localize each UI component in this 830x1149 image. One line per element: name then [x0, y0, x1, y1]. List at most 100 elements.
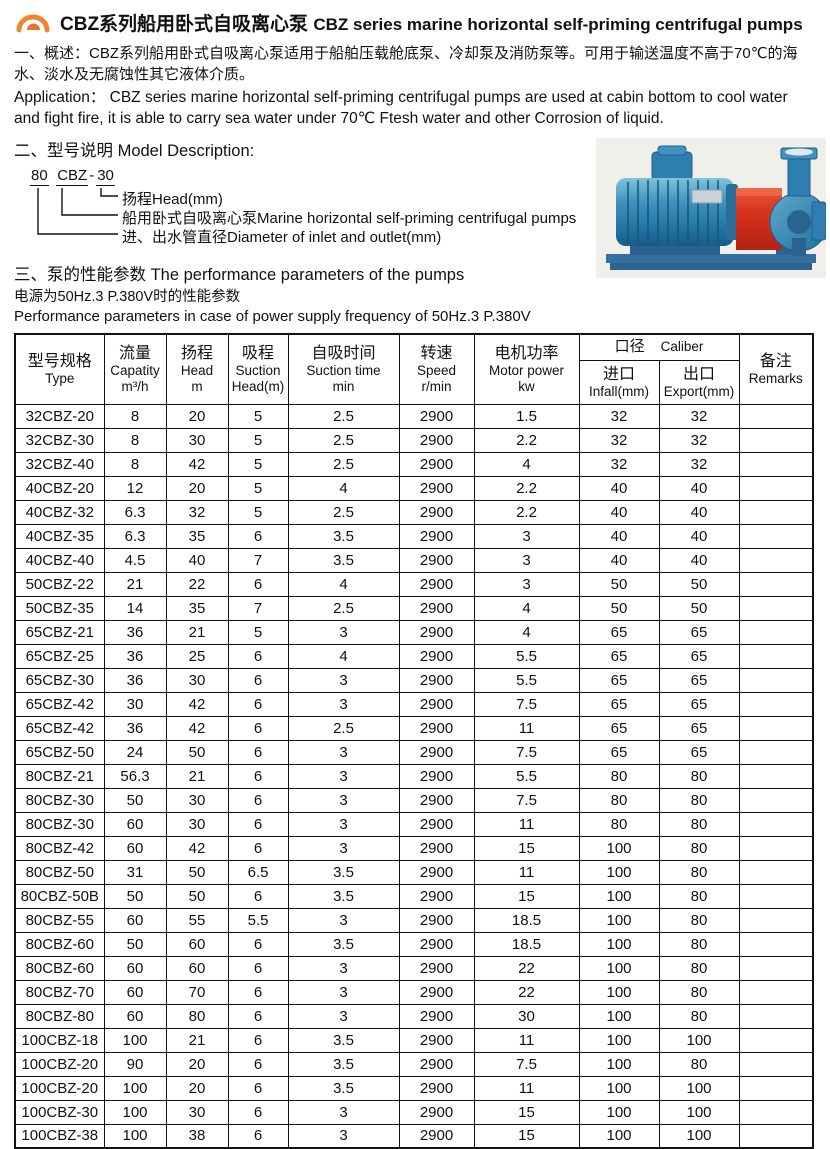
cell-head: 20 — [165, 1051, 229, 1077]
cell-capacity: 36 — [103, 643, 167, 669]
cell-infall: 100 — [578, 1099, 660, 1125]
cell-suction_head: 6 — [227, 667, 289, 693]
cell-infall: 80 — [578, 763, 660, 789]
col-header-capacity-zh: 流量 — [118, 344, 151, 362]
cell-motor_power: 15 — [473, 835, 580, 861]
cell-motor_power: 3 — [473, 571, 580, 597]
page-title: CBZ系列船用卧式自吸离心泵 CBZ series marine horizon… — [60, 9, 803, 36]
catalog-page: CBZ系列船用卧式自吸离心泵 CBZ series marine horizon… — [14, 9, 826, 1149]
cell-suction_head: 6 — [227, 571, 289, 597]
cell-capacity: 50 — [103, 883, 167, 909]
cell-head: 42 — [165, 715, 229, 741]
col-header-motor-power-en: Motor power — [488, 362, 565, 378]
cell-type: 65CBZ-21 — [14, 619, 105, 645]
table-row: 80CBZ-60 60 60 6 3 2900 22 100 80 — [14, 955, 814, 981]
cell-motor_power: 11 — [473, 715, 580, 741]
cell-suction_head: 6 — [227, 643, 289, 669]
cell-suction_time: 3.5 — [287, 523, 400, 549]
cell-capacity: 60 — [103, 1003, 167, 1029]
cell-suction_head: 5 — [227, 427, 289, 453]
pump-photo — [596, 138, 826, 278]
cell-motor_power: 15 — [473, 1123, 580, 1149]
cell-remarks — [738, 619, 814, 645]
cell-speed: 2900 — [398, 763, 475, 789]
cell-capacity: 60 — [103, 835, 167, 861]
model-connector-lines — [37, 188, 118, 235]
cell-type: 50CBZ-22 — [14, 571, 105, 597]
cell-export: 80 — [658, 835, 740, 861]
model-code-dash: - — [89, 167, 95, 184]
col-header-motor-power-unit: kw — [518, 378, 535, 394]
table-row: 40CBZ-32 6.3 32 5 2.5 2900 2.2 40 40 — [14, 499, 814, 525]
cell-speed: 2900 — [398, 1027, 475, 1053]
cell-infall: 100 — [578, 979, 660, 1005]
cell-capacity: 6.3 — [103, 523, 167, 549]
cell-motor_power: 4 — [473, 595, 580, 621]
cell-infall: 100 — [578, 883, 660, 909]
cell-motor_power: 7.5 — [473, 739, 580, 765]
table-row: 80CBZ-50 31 50 6.5 3.5 2900 11 100 80 — [14, 859, 814, 885]
cell-capacity: 12 — [103, 475, 167, 501]
cell-suction_head: 6 — [227, 811, 289, 837]
cell-speed: 2900 — [398, 643, 475, 669]
cell-capacity: 6.3 — [103, 499, 167, 525]
cell-export: 100 — [658, 1075, 740, 1101]
cell-suction_time: 3 — [287, 739, 400, 765]
col-header-remarks-zh: 备注 — [759, 352, 792, 370]
cell-suction_head: 6 — [227, 1075, 289, 1101]
cell-speed: 2900 — [398, 739, 475, 765]
cell-suction_head: 5.5 — [227, 907, 289, 933]
cell-infall: 100 — [578, 907, 660, 933]
cell-capacity: 8 — [103, 427, 167, 453]
cell-suction_head: 6 — [227, 1027, 289, 1053]
cell-speed: 2900 — [398, 859, 475, 885]
cell-type: 65CBZ-42 — [14, 691, 105, 717]
col-header-infall: 进口 Infall(mm) — [578, 359, 660, 405]
cell-remarks — [738, 547, 814, 573]
table-row: 100CBZ-20 90 20 6 3.5 2900 7.5 100 80 — [14, 1051, 814, 1077]
col-header-type: 型号规格 Type — [14, 333, 105, 405]
cell-motor_power: 5.5 — [473, 643, 580, 669]
cell-export: 100 — [658, 1123, 740, 1149]
cell-capacity: 36 — [103, 715, 167, 741]
cell-head: 35 — [165, 595, 229, 621]
cell-export: 80 — [658, 1051, 740, 1077]
cell-motor_power: 15 — [473, 1099, 580, 1125]
cell-capacity: 36 — [103, 667, 167, 693]
cell-head: 21 — [165, 619, 229, 645]
cell-remarks — [738, 883, 814, 909]
table-row: 80CBZ-60 50 60 6 3.5 2900 18.5 100 80 — [14, 931, 814, 957]
model-section-heading: 二、型号说明 Model Description: — [14, 142, 255, 160]
cell-remarks — [738, 955, 814, 981]
cell-suction_head: 6 — [227, 523, 289, 549]
cell-infall: 100 — [578, 1123, 660, 1149]
cell-suction_time: 3 — [287, 1123, 400, 1149]
table-row: 80CBZ-50B 50 50 6 3.5 2900 15 100 80 — [14, 883, 814, 909]
cell-infall: 50 — [578, 595, 660, 621]
cell-head: 22 — [165, 571, 229, 597]
pump-table-body: 32CBZ-20 8 20 5 2.5 2900 1.5 32 32 32CBZ-30 8 30 5 2.… — [14, 403, 814, 1149]
cell-suction_time: 3 — [287, 763, 400, 789]
col-header-suction-time-en: Suction time — [306, 362, 381, 378]
cell-type: 80CBZ-50 — [14, 859, 105, 885]
cell-speed: 2900 — [398, 1003, 475, 1029]
cell-export: 32 — [658, 427, 740, 453]
col-header-speed-unit: r/min — [421, 378, 452, 394]
cell-export: 80 — [658, 811, 740, 837]
cell-remarks — [738, 595, 814, 621]
cell-export: 65 — [658, 643, 740, 669]
cell-motor_power: 7.5 — [473, 1051, 580, 1077]
col-header-head-unit: m — [191, 378, 203, 394]
cell-infall: 100 — [578, 1003, 660, 1029]
cell-remarks — [738, 1099, 814, 1125]
cell-suction_time: 3 — [287, 955, 400, 981]
cell-motor_power: 2.2 — [473, 499, 580, 525]
table-row: 80CBZ-30 60 30 6 3 2900 11 80 80 — [14, 811, 814, 837]
cell-speed: 2900 — [398, 571, 475, 597]
cell-motor_power: 5.5 — [473, 667, 580, 693]
cell-type: 100CBZ-18 — [14, 1027, 105, 1053]
cell-remarks — [738, 691, 814, 717]
cell-head: 25 — [165, 643, 229, 669]
cell-head: 30 — [165, 427, 229, 453]
cell-speed: 2900 — [398, 787, 475, 813]
